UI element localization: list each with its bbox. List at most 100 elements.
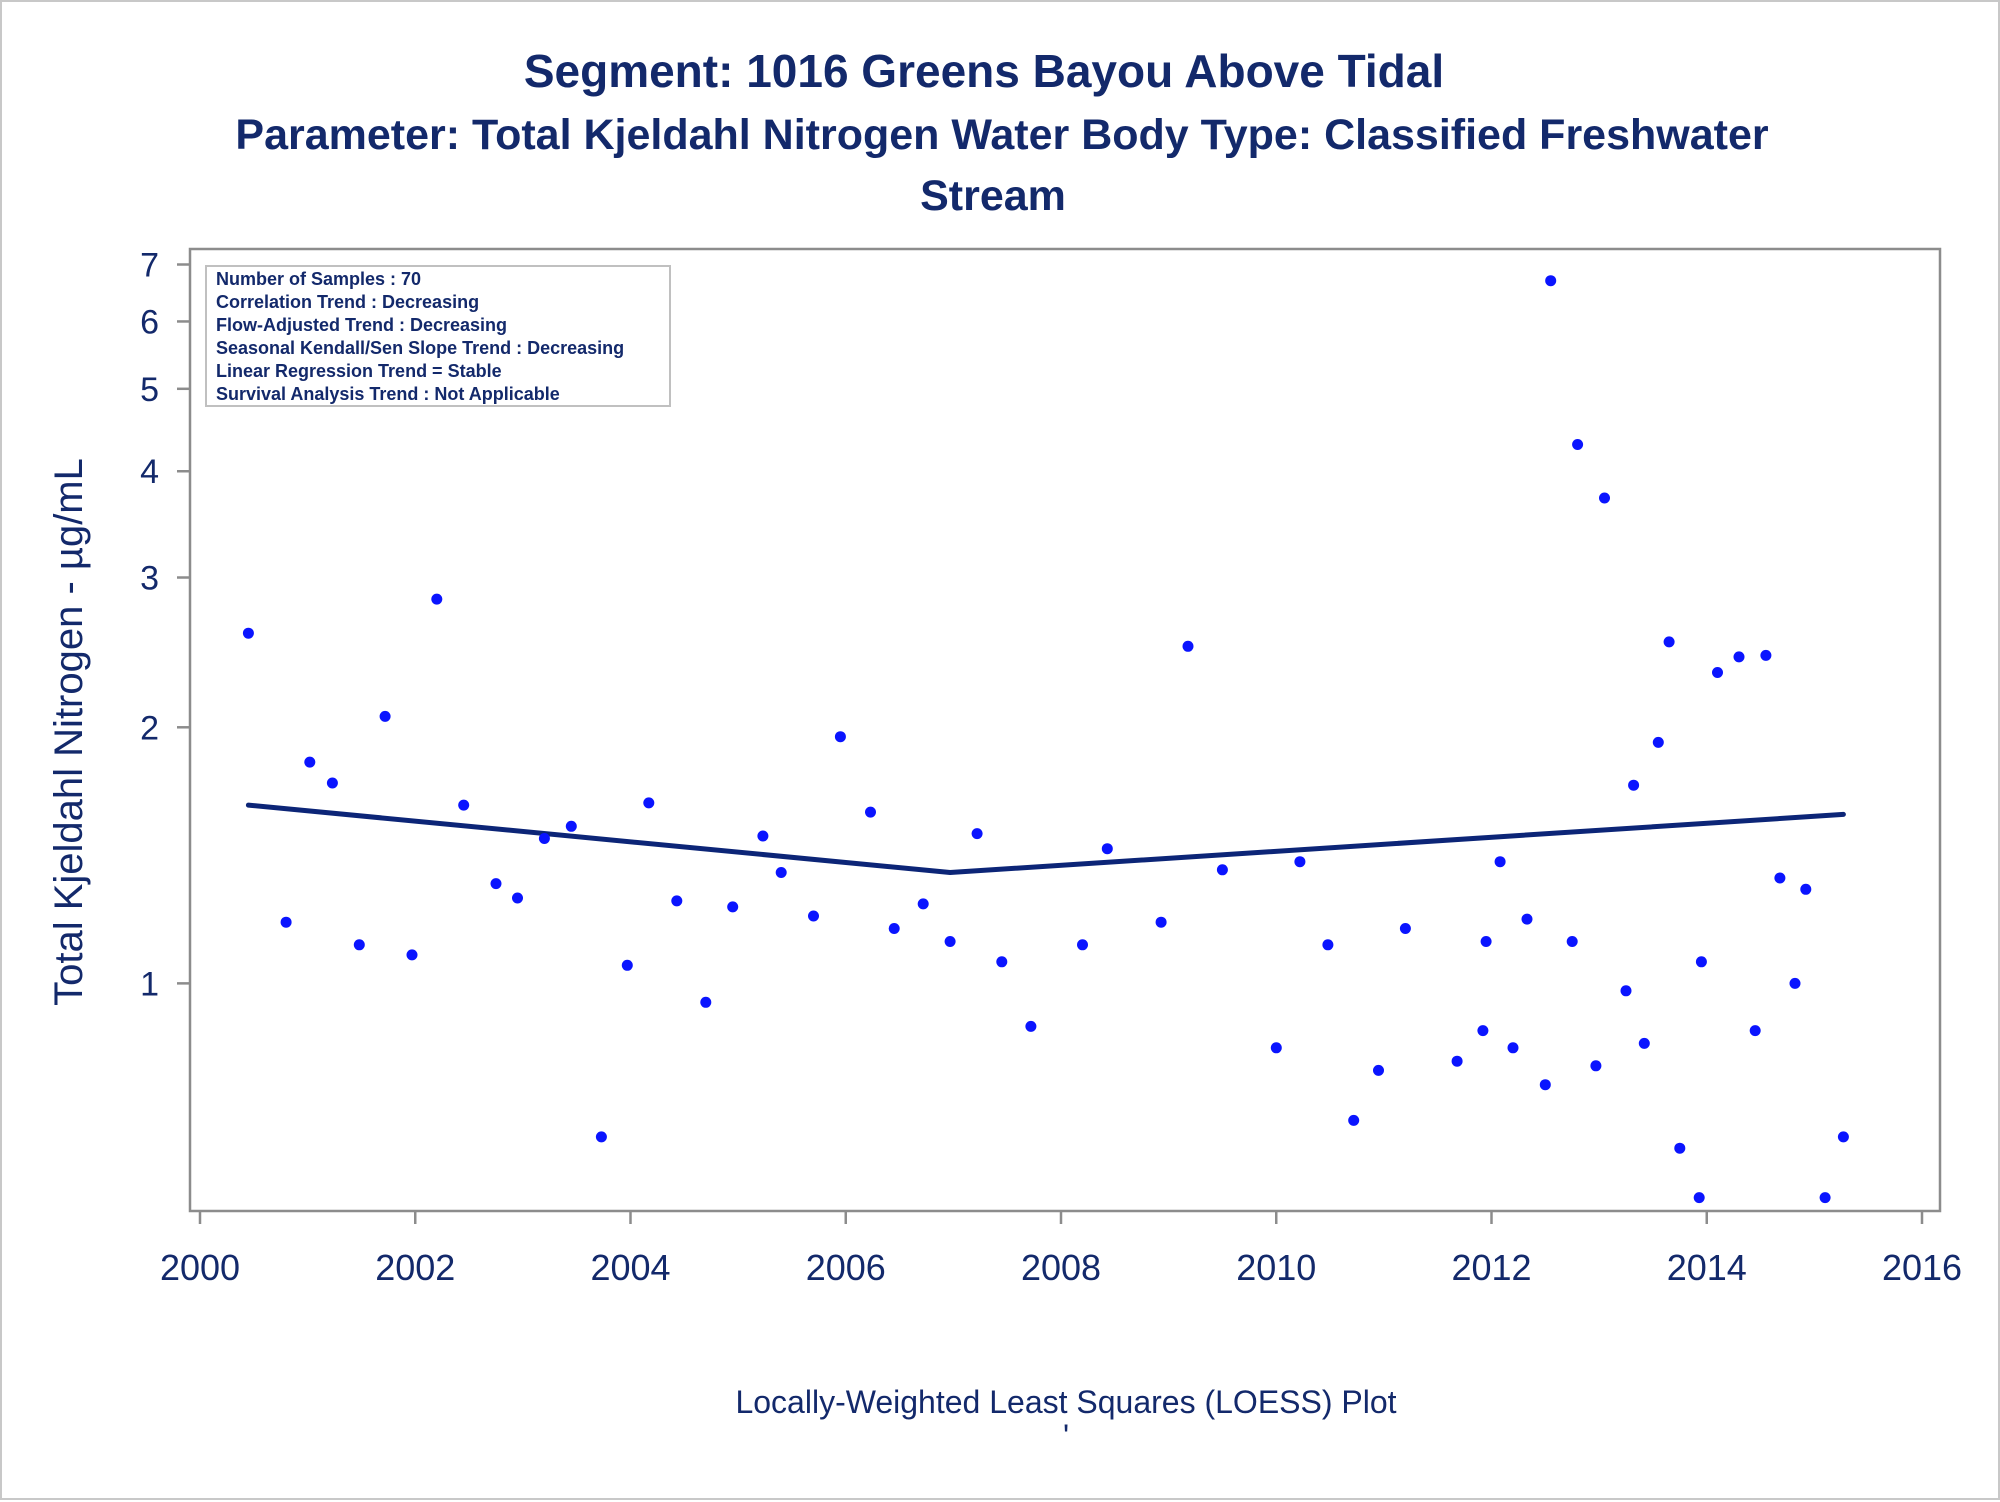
data-point: [1399, 923, 1411, 934]
x-tick-label: 2012: [1451, 1247, 1531, 1288]
data-point: [1590, 1060, 1602, 1072]
data-point: [757, 830, 769, 842]
data-point: [1155, 916, 1167, 928]
data-point: [1599, 492, 1610, 504]
data-point: [727, 901, 739, 913]
data-point: [538, 833, 550, 844]
data-point: [971, 828, 983, 840]
data-point: [326, 777, 338, 789]
stats-line-flow-adjusted: Flow-Adjusted Trend : Decreasing: [216, 315, 507, 335]
x-tick-label: 2008: [1021, 1247, 1101, 1288]
data-point: [1566, 936, 1578, 947]
data-point: [775, 867, 787, 878]
x-tick-label: 2010: [1236, 1247, 1316, 1288]
data-point: [1774, 872, 1786, 884]
data-point: [1182, 640, 1194, 652]
data-point: [888, 923, 900, 934]
data-point: [1477, 1025, 1489, 1037]
data-point: [1837, 1131, 1849, 1143]
chart-footnote: Locally-Weighted Least Squares (LOESS) P…: [735, 1384, 1396, 1420]
loess-line: [245, 802, 1846, 875]
data-point: [834, 731, 846, 743]
data-point: [242, 627, 254, 639]
y-tick-label: 3: [140, 560, 159, 598]
data-point: [1294, 856, 1306, 868]
data-point: [1101, 843, 1113, 855]
plot-area: [188, 247, 1942, 1213]
data-point: [431, 593, 443, 605]
y-tick-label: 2: [140, 709, 159, 747]
x-tick-label: 2016: [1882, 1247, 1962, 1288]
data-point: [1712, 667, 1723, 678]
data-point: [1322, 939, 1334, 951]
data-point: [1451, 1055, 1463, 1067]
x-axis: 2000 2002 2004 2006 2008 2010 2012 2014 2016: [160, 1211, 1962, 1288]
data-point: [1025, 1020, 1037, 1032]
y-tick-label: 4: [140, 453, 159, 491]
data-point: [458, 799, 470, 811]
data-point: [565, 820, 577, 832]
data-point: [1494, 856, 1506, 868]
data-point: [1819, 1192, 1831, 1204]
y-axis: 1 2 3 4 5 6 7: [140, 247, 190, 1003]
data-point: [280, 916, 292, 928]
data-point: [1373, 1064, 1384, 1076]
data-point: [1638, 1037, 1650, 1049]
stats-line-linear-regression: Linear Regression Trend = Stable: [216, 361, 502, 381]
data-point: [595, 1131, 607, 1143]
data-point: [353, 939, 365, 951]
data-point: [996, 956, 1008, 968]
data-point: [1077, 939, 1088, 951]
y-tick-label: 7: [140, 247, 159, 285]
stats-line-survival: Survival Analysis Trend : Not Applicable: [216, 384, 560, 404]
data-point: [865, 806, 876, 818]
x-tick-label: 2006: [806, 1247, 886, 1288]
x-tick-label: 2000: [160, 1247, 240, 1288]
chart-subtitle-line2: Stream: [920, 172, 1066, 220]
data-point: [1628, 779, 1640, 791]
data-point: [1545, 275, 1557, 287]
data-point: [621, 959, 633, 971]
data-point: [1693, 1192, 1705, 1204]
stats-line-correlation: Correlation Trend : Decreasing: [216, 292, 479, 312]
data-points-group: [242, 275, 1849, 1204]
data-point: [1663, 636, 1675, 648]
loess-line-group: [245, 802, 1846, 875]
data-point: [1572, 439, 1584, 450]
data-point: [944, 936, 956, 947]
y-tick-label: 5: [140, 371, 159, 409]
data-point: [304, 756, 316, 768]
data-point: [512, 892, 523, 904]
data-point: [1674, 1142, 1686, 1154]
data-point: [1652, 736, 1664, 748]
stats-line-seasonal-kendall: Seasonal Kendall/Sen Slope Trend : Decre…: [216, 338, 624, 358]
data-point: [1216, 864, 1228, 876]
data-point: [1480, 936, 1492, 947]
data-point: [1539, 1079, 1551, 1091]
data-point: [490, 878, 502, 890]
data-point: [700, 996, 712, 1008]
data-point: [1270, 1042, 1282, 1054]
data-point: [406, 949, 418, 961]
data-point: [1348, 1114, 1360, 1126]
data-point: [808, 910, 819, 922]
stats-box: Number of Samples : 70 Correlation Trend…: [205, 265, 671, 407]
data-point: [1695, 956, 1707, 968]
footnote-mark: ': [1063, 1418, 1069, 1454]
y-tick-label: 6: [140, 303, 159, 341]
data-point: [379, 710, 391, 722]
data-point: [1620, 985, 1632, 997]
chart-title: Segment: 1016 Greens Bayou Above Tidal: [524, 45, 1444, 97]
y-tick-label: 1: [140, 965, 159, 1003]
x-tick-label: 2002: [375, 1247, 455, 1288]
data-point: [1749, 1025, 1761, 1037]
data-point: [1507, 1042, 1519, 1054]
y-axis-label: Total Kjeldahl Nitrogen - µg/mL: [47, 458, 91, 1006]
data-point: [643, 797, 655, 809]
data-point: [1760, 649, 1772, 661]
data-point: [1733, 651, 1745, 663]
x-tick-label: 2004: [590, 1247, 670, 1288]
stats-box-frame: [205, 265, 671, 407]
